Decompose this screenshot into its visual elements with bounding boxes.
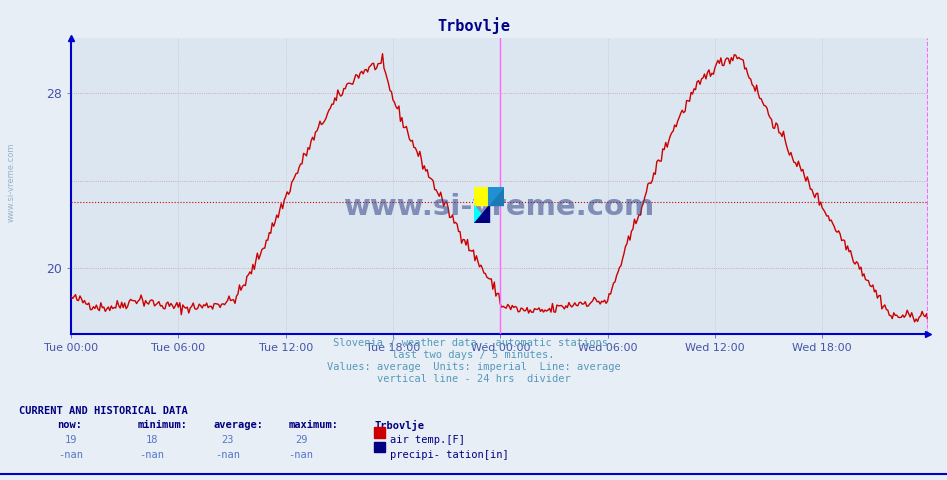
Text: last two days / 5 minutes.: last two days / 5 minutes.: [392, 350, 555, 360]
Text: precipi- tation[in]: precipi- tation[in]: [390, 450, 509, 460]
Text: vertical line - 24 hrs  divider: vertical line - 24 hrs divider: [377, 374, 570, 384]
Polygon shape: [474, 205, 489, 223]
Text: average:: average:: [213, 420, 263, 430]
Polygon shape: [474, 205, 489, 223]
Text: 29: 29: [295, 435, 308, 445]
Text: -nan: -nan: [139, 450, 164, 460]
Polygon shape: [489, 187, 504, 205]
Text: www.si-vreme.com: www.si-vreme.com: [344, 192, 655, 221]
Text: -nan: -nan: [289, 450, 313, 460]
Text: Trbovlje: Trbovlje: [437, 17, 510, 34]
Text: CURRENT AND HISTORICAL DATA: CURRENT AND HISTORICAL DATA: [19, 406, 188, 416]
Text: now:: now:: [57, 420, 81, 430]
Text: maximum:: maximum:: [289, 420, 339, 430]
Polygon shape: [489, 187, 504, 205]
Text: -nan: -nan: [215, 450, 240, 460]
Text: -nan: -nan: [59, 450, 83, 460]
Text: www.si-vreme.com: www.si-vreme.com: [7, 143, 16, 222]
Text: Trbovlje: Trbovlje: [374, 420, 424, 431]
Text: Values: average  Units: imperial  Line: average: Values: average Units: imperial Line: av…: [327, 362, 620, 372]
Text: air temp.[F]: air temp.[F]: [390, 435, 465, 445]
Text: Slovenia / weather data - automatic stations.: Slovenia / weather data - automatic stat…: [333, 338, 614, 348]
Text: 19: 19: [64, 435, 78, 445]
Text: 18: 18: [145, 435, 158, 445]
Text: minimum:: minimum:: [137, 420, 188, 430]
Polygon shape: [474, 187, 489, 205]
Text: 23: 23: [221, 435, 234, 445]
